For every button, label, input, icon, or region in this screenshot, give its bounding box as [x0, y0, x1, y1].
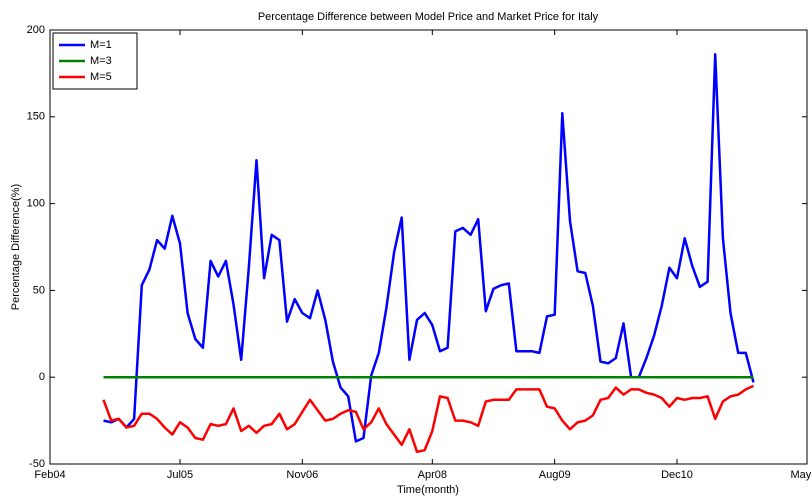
- x-tick-label: Apr08: [418, 469, 447, 481]
- plot-area: [49, 29, 808, 465]
- y-tick-label: 150: [27, 111, 45, 123]
- x-tick-label: Jul05: [167, 469, 193, 481]
- x-tick-label: Nov06: [286, 469, 318, 481]
- y-tick-label: 200: [27, 24, 45, 36]
- x-tick-label: Dec10: [661, 469, 693, 481]
- y-tick-label: -50: [29, 458, 45, 470]
- y-tick-label: 0: [39, 371, 45, 383]
- legend-label: M=1: [90, 39, 112, 51]
- x-axis-label: Time(month): [397, 484, 459, 496]
- x-tick-label: Aug09: [539, 469, 571, 481]
- chart-title: Percentage Difference between Model Pric…: [258, 11, 599, 23]
- y-tick-label: 100: [27, 198, 45, 210]
- y-axis-label: Percentage Difference(%): [10, 184, 22, 310]
- x-tick-label: Feb04: [34, 469, 65, 481]
- series-line: [103, 53, 755, 443]
- legend-label: M=5: [90, 71, 112, 83]
- y-tick-label: 50: [33, 284, 45, 296]
- legend-label: M=3: [90, 55, 112, 67]
- series-line: [102, 384, 755, 454]
- x-tick-label: May12: [790, 469, 812, 481]
